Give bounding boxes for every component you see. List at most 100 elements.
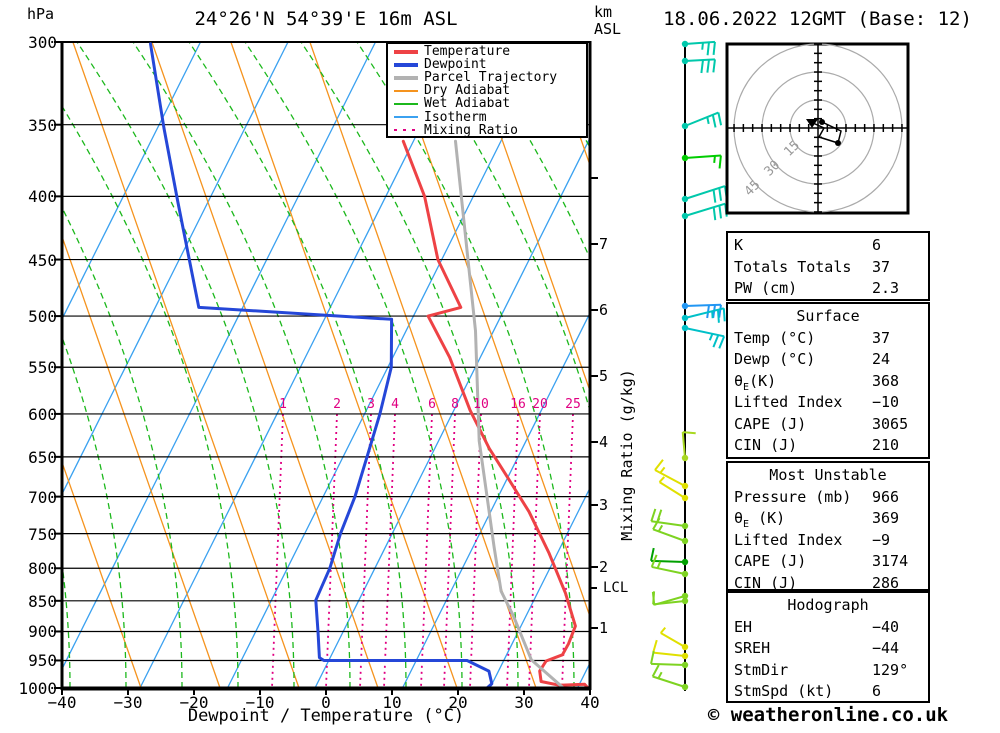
wind-barb-dot — [681, 643, 689, 651]
table-row-value: 2.3 — [872, 279, 900, 297]
table-row: Lifted Index −9 — [734, 530, 922, 552]
table-row: CIN (J) 210 — [734, 435, 922, 457]
table-row: Lifted Index −10 — [734, 392, 922, 414]
legend-item: Dewpoint — [390, 57, 586, 72]
legend-line-sample — [394, 62, 418, 67]
legend-item: Isotherm — [390, 109, 586, 125]
chart-border — [60, 41, 592, 691]
table-row-label: K — [734, 236, 744, 254]
legend-item-label: Dry Adiabat — [424, 83, 511, 99]
indices-table: K 6 Totals Totals 37 PW (cm) 2.3 — [726, 231, 930, 301]
legend-line-sample — [394, 129, 418, 132]
pressure-gridlines — [54, 41, 590, 689]
legend-item: Temperature — [390, 44, 586, 60]
legend-item-label: Temperature — [424, 44, 511, 60]
table-row-value: 3174 — [872, 552, 909, 570]
legend-item: Parcel Trajectory — [390, 70, 586, 86]
wind-barb-dot — [681, 195, 689, 203]
date-title: 18.06.2022 12GMT (Base: 12) — [663, 8, 972, 30]
legend-line-sample — [394, 89, 418, 92]
table-row-value: −40 — [872, 617, 900, 636]
table-row-label: CIN (J) — [734, 573, 798, 592]
table-row-label: θE(K) — [734, 371, 777, 393]
height-axis-unit-asl: ASL — [594, 20, 622, 38]
pressure-axis-unit: hPa — [27, 5, 55, 23]
table-row-label: SREH — [734, 639, 771, 657]
table-header: Most Unstable — [769, 466, 887, 484]
legend-line-sample — [394, 49, 418, 54]
table-row-value: 286 — [872, 573, 900, 592]
table-row-value: 3065 — [872, 414, 909, 433]
height-axis-unit-km: km — [594, 3, 613, 21]
table-row: θE (K) 369 — [734, 508, 922, 530]
wind-barb-dot — [681, 482, 689, 490]
table-row-label: Totals Totals — [734, 257, 852, 276]
x-axis-title: Dewpoint / Temperature (°C) — [187, 706, 465, 726]
table-row-value: 37 — [872, 328, 891, 347]
curve-temperature — [401, 139, 590, 688]
table-header: Hodograph — [787, 596, 869, 614]
dry-adiabat-lines — [62, 42, 590, 688]
table-header: Surface — [796, 307, 860, 325]
table-row-value: 368 — [872, 371, 900, 390]
legend-item-label: Mixing Ratio — [424, 122, 518, 138]
table-row-label: Lifted Index — [734, 530, 843, 549]
legend-item-label: Parcel Trajectory — [424, 70, 558, 86]
copyright: © weatheronline.co.uk — [707, 704, 949, 726]
table-row: EH −40 — [734, 617, 922, 639]
table-row: Totals Totals 37 — [734, 257, 922, 279]
wind-barb-dot — [681, 683, 689, 691]
lcl-label: LCL — [603, 580, 629, 596]
table-row-label: CAPE (J) — [734, 552, 807, 570]
table-row-value: 6 — [872, 236, 882, 254]
wind-barb-dot — [681, 570, 689, 578]
table-row-value: 369 — [872, 509, 900, 527]
table-row: CAPE (J) 3065 — [734, 414, 922, 436]
table-row: θE(K) 368 — [734, 371, 922, 393]
table-row: Temp (°C) 37 — [734, 328, 922, 350]
legend-item-label: Wet Adiabat — [424, 96, 511, 112]
wind-barb-dot — [681, 592, 689, 600]
wind-barb-dot — [681, 324, 689, 332]
wet-adiabat-lines — [62, 42, 590, 688]
table-row: Dewp (°C) 24 — [734, 349, 922, 371]
table-row-label: θE (K) — [734, 509, 786, 530]
table-row-value: −9 — [872, 530, 891, 549]
legend-item: Wet Adiabat — [390, 96, 586, 112]
surface-table: Surface Temp (°C) 37 Dewp (°C) 24 θE(K) 368 Lif… — [726, 302, 930, 459]
wind-barb-column — [650, 40, 728, 691]
curve-dewpoint — [149, 42, 494, 688]
legend-item-label: Isotherm — [424, 109, 487, 125]
table-row: CIN (J) 286 — [734, 573, 922, 595]
wind-barb-dot — [681, 494, 689, 502]
table-row-value: 37 — [872, 257, 891, 276]
table-row-label: EH — [734, 617, 753, 636]
table-row-value: 966 — [872, 487, 900, 506]
axis-ticks — [61, 177, 598, 695]
wind-barb-dot — [681, 454, 689, 462]
hodograph-table: Hodograph EH −40 SREH −44 StmDir 129° StmSpd (k… — [726, 591, 930, 703]
table-row-value: 129° — [872, 660, 909, 679]
wind-barb-dot — [681, 57, 689, 65]
table-row-value: −10 — [872, 393, 900, 411]
wind-barb-dot — [681, 314, 689, 322]
mixing-ratio-lines — [271, 413, 574, 688]
station-title: 24°26'N 54°39'E 16m ASL — [194, 8, 458, 30]
legend-box: Temperature Dewpoint Parcel Trajectory Dry … — [386, 42, 588, 138]
table-row-value: 210 — [872, 436, 900, 454]
table-row-value: 6 — [872, 682, 882, 700]
wind-barb-dot — [681, 212, 689, 220]
curve-parcel-trajectory — [454, 139, 564, 688]
table-row-label: PW (cm) — [734, 279, 798, 297]
table-row-label: Temp (°C) — [734, 328, 816, 347]
table-row: CAPE (J) 3174 — [734, 551, 922, 573]
sounding-curves — [149, 42, 590, 688]
table-row-label: StmSpd (kt) — [734, 682, 834, 700]
table-row-label: CIN (J) — [734, 436, 798, 454]
table-row-value: −44 — [872, 639, 900, 657]
wind-barb-dot — [681, 652, 689, 660]
